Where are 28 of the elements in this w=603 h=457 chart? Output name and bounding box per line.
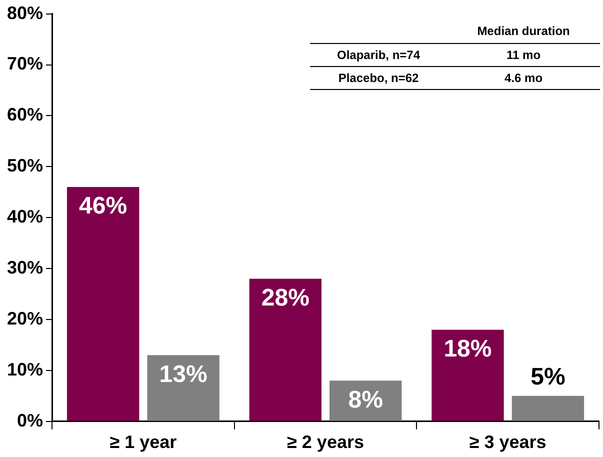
x-tick-label: ≥ 1 year bbox=[110, 432, 177, 452]
x-tick-label: ≥ 3 years bbox=[469, 432, 546, 452]
data-label: 28% bbox=[261, 284, 310, 312]
annotation: Placebo, n=62 bbox=[310, 66, 448, 89]
data-label: 8% bbox=[348, 386, 383, 414]
x-tick-label: ≥ 2 years bbox=[287, 432, 364, 452]
y-tick-label: 80% bbox=[6, 2, 44, 23]
data-label: 13% bbox=[159, 360, 208, 388]
y-tick-label: 60% bbox=[6, 104, 44, 125]
y-tick-label: 70% bbox=[6, 54, 44, 74]
y-tick-label: 50% bbox=[6, 156, 44, 176]
y-tick-label: 40% bbox=[6, 206, 44, 227]
bar bbox=[512, 396, 584, 421]
y-tick-label: 30% bbox=[6, 258, 44, 278]
annotation: Median duration bbox=[476, 23, 571, 40]
data-label: 5% bbox=[530, 364, 566, 391]
data-label: 46% bbox=[79, 192, 128, 220]
bar bbox=[432, 330, 504, 421]
y-tick-label: 0% bbox=[17, 410, 44, 430]
bar bbox=[66, 187, 140, 421]
bar bbox=[249, 278, 322, 421]
y-tick-label: 20% bbox=[6, 308, 44, 328]
data-label: 18% bbox=[444, 335, 492, 362]
bar bbox=[147, 355, 220, 421]
annotation: Olaparib, n=74 bbox=[310, 43, 448, 66]
annotation: 4.6 mo bbox=[447, 66, 600, 89]
y-tick-label: 10% bbox=[6, 359, 44, 380]
annotation: 11 mo bbox=[447, 43, 600, 66]
